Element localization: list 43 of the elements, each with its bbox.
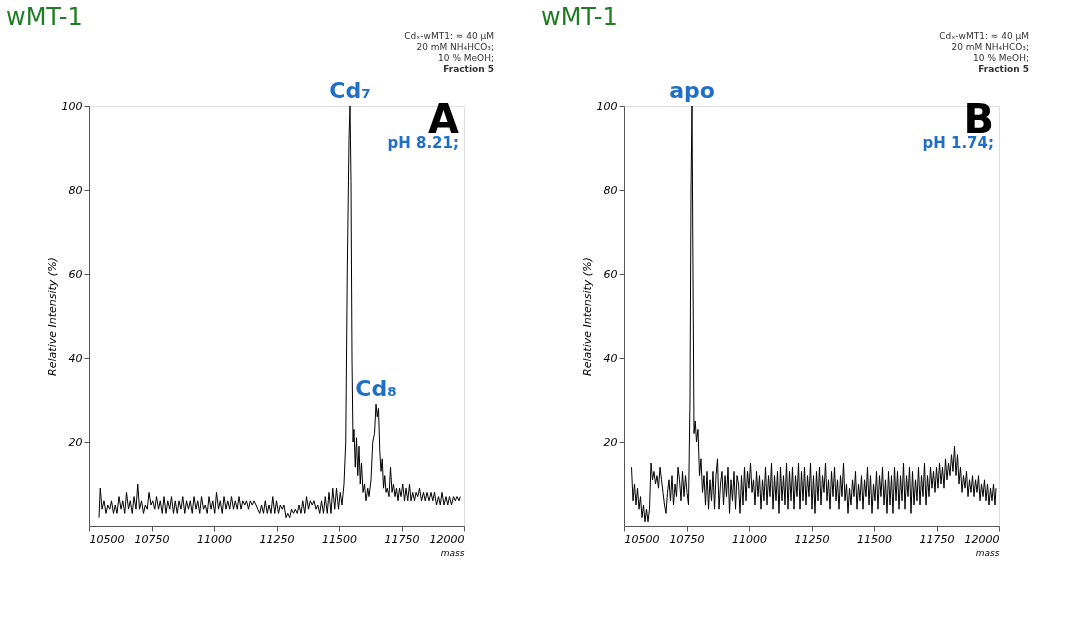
x-tick-label: 11500: [322, 532, 357, 546]
x-axis-title: mass: [975, 547, 1000, 558]
x-tick-label: 10500: [624, 532, 660, 546]
text: 10 % MeOH;: [973, 53, 1029, 63]
annotation: Cd₇: [329, 78, 371, 103]
text: 20 mM NH₄HCO₃;: [951, 42, 1029, 52]
line-series: [631, 105, 997, 523]
x-axis-title: mass: [440, 547, 465, 558]
y-tick-label: 20: [603, 435, 618, 449]
x-tick-label: 11750: [384, 532, 420, 546]
y-tick-label: 100: [596, 99, 618, 113]
y-tick-label: 20: [68, 435, 83, 449]
y-tick-label: 40: [603, 351, 618, 365]
text: Cdₓ-wMT1: ≈ 40 µM: [939, 31, 1029, 41]
annotation: apo: [669, 78, 715, 103]
y-tick-label: 40: [68, 351, 83, 365]
y-axis-title: Relative Intensity (%): [580, 257, 594, 376]
x-tick-label: 10750: [669, 532, 705, 546]
x-tick-label: 11250: [794, 532, 830, 546]
y-tick-label: 60: [68, 267, 83, 281]
y-tick-label: 60: [603, 267, 618, 281]
y-tick-label: 80: [68, 183, 83, 197]
x-tick-label: 10750: [134, 532, 170, 546]
y-tick-label: 100: [61, 99, 83, 113]
x-tick-label: 11000: [197, 532, 232, 546]
y-tick-label: 80: [603, 183, 618, 197]
text: 10 % MeOH;: [438, 53, 494, 63]
text: 20 mM NH₄HCO₃;: [416, 42, 494, 52]
y-axis-title: Relative Intensity (%): [45, 257, 59, 376]
x-tick-label: 11000: [732, 532, 767, 546]
x-tick-label: 11250: [259, 532, 295, 546]
x-tick-label: 12000: [964, 532, 1000, 546]
text: Fraction 5: [443, 64, 494, 74]
text: Cdₓ-wMT1: ≈ 40 µM: [404, 31, 494, 41]
annotation: Cd₈: [355, 376, 397, 402]
x-tick-label: 10500: [89, 532, 125, 546]
text: Fraction 5: [978, 64, 1029, 74]
chart-title: wMT-1: [541, 3, 618, 31]
chart-title: wMT-1: [6, 3, 83, 31]
line-series: [98, 105, 461, 519]
x-tick-label: 11500: [857, 532, 892, 546]
x-tick-label: 12000: [429, 532, 465, 546]
x-tick-label: 11750: [919, 532, 955, 546]
